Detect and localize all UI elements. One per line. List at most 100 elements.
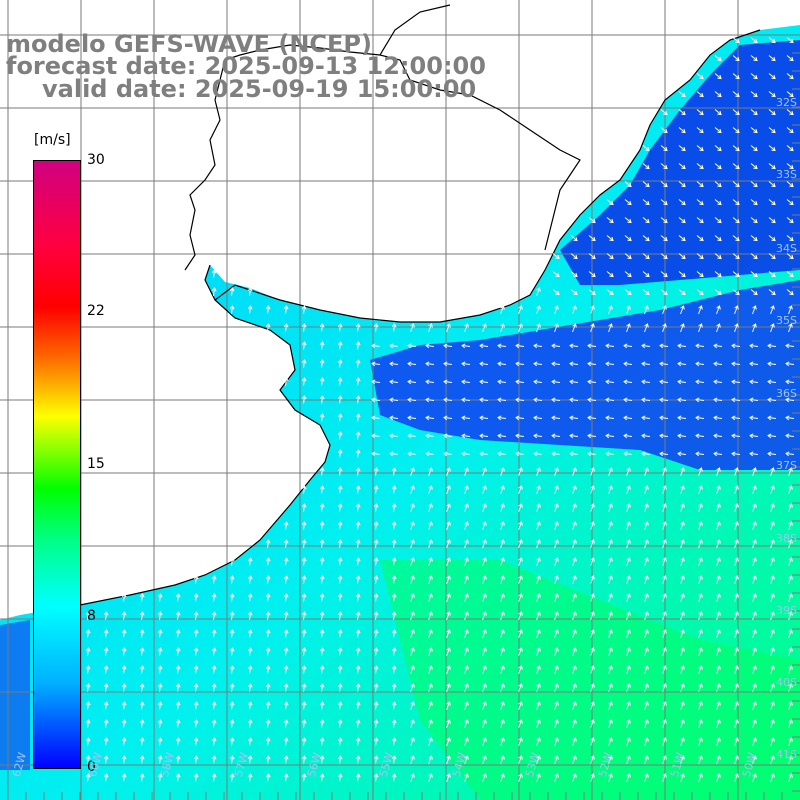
- wind-arrow: [357, 719, 359, 729]
- wind-arrow: [303, 719, 305, 729]
- wind-arrow-head: [515, 433, 520, 439]
- wind-arrow: [786, 91, 794, 97]
- wind-arrow-head: [428, 665, 433, 670]
- wind-arrow-head: [752, 485, 757, 490]
- wind-arrow: [428, 701, 432, 711]
- wind-arrow: [644, 557, 648, 567]
- wind-arrow-head: [410, 701, 415, 706]
- wind-arrow-head: [337, 773, 343, 778]
- wind-arrow: [321, 629, 323, 639]
- wind-arrow-head: [482, 647, 487, 652]
- wind-arrow-head: [157, 701, 163, 706]
- wind-arrow-head: [663, 236, 668, 242]
- wind-arrow: [608, 611, 612, 621]
- wind-arrow-head: [301, 557, 307, 562]
- wind-arrow-head: [536, 287, 541, 292]
- wind-arrow-head: [695, 361, 700, 367]
- wind-arrow-head: [533, 397, 538, 403]
- wind-arrow: [357, 323, 359, 333]
- wind-arrow: [464, 485, 468, 495]
- wind-arrow: [714, 181, 722, 187]
- wind-arrow: [698, 683, 702, 693]
- wind-arrow-head: [789, 38, 794, 44]
- wind-arrow: [696, 271, 704, 277]
- wind-arrow: [698, 611, 702, 621]
- wind-arrow-head: [623, 451, 628, 457]
- wind-arrow-head: [698, 755, 703, 760]
- wind-arrow: [446, 737, 450, 747]
- wind-arrow: [464, 737, 468, 747]
- wind-arrow-head: [157, 629, 163, 634]
- wind-arrow-head: [680, 485, 685, 490]
- wind-arrow: [105, 647, 107, 657]
- wind-arrow: [752, 305, 756, 315]
- wind-arrow: [518, 557, 522, 567]
- wind-arrow: [321, 611, 323, 621]
- wind-arrow-head: [788, 611, 793, 616]
- wind-arrow-head: [391, 557, 397, 562]
- wind-arrow-head: [573, 236, 578, 242]
- wind-arrow: [698, 557, 702, 567]
- wind-arrow: [321, 467, 323, 477]
- wind-arrow-head: [698, 467, 703, 472]
- wind-arrow: [177, 629, 179, 639]
- wind-arrow: [678, 217, 686, 223]
- wind-arrow-head: [482, 719, 487, 724]
- wind-arrow-head: [663, 128, 668, 134]
- wind-arrow: [375, 647, 377, 657]
- wind-arrow: [303, 395, 305, 405]
- wind-arrow: [788, 305, 792, 315]
- wind-arrow: [713, 453, 723, 455]
- wind-arrow: [177, 611, 179, 621]
- wind-arrow-head: [464, 755, 469, 760]
- wind-arrow: [605, 399, 615, 401]
- wind-arrow-head: [770, 593, 775, 598]
- wind-arrow: [788, 503, 792, 513]
- wind-arrow-head: [355, 521, 361, 526]
- wind-arrow-head: [518, 755, 523, 760]
- wind-arrow-head: [157, 755, 163, 760]
- wind-arrow-head: [482, 503, 487, 508]
- wind-arrow-head: [680, 719, 685, 724]
- wind-arrow-head: [663, 290, 668, 296]
- wind-arrow-head: [428, 323, 433, 328]
- wind-arrow: [608, 305, 612, 315]
- wind-arrow: [375, 323, 377, 333]
- wind-arrow-head: [734, 611, 739, 616]
- wind-arrow: [644, 575, 648, 585]
- wind-arrow: [662, 575, 666, 585]
- wind-arrow: [644, 485, 648, 495]
- wind-arrow: [788, 557, 792, 567]
- wind-arrow-head: [662, 557, 667, 562]
- wind-arrow-head: [373, 647, 379, 652]
- wind-arrow-head: [716, 737, 721, 742]
- wind-arrow: [497, 435, 507, 437]
- wind-arrow-head: [609, 254, 614, 260]
- wind-arrow-head: [788, 305, 793, 310]
- wind-arrow-head: [265, 737, 271, 742]
- wind-arrow: [788, 323, 792, 333]
- wind-arrow: [770, 593, 774, 603]
- wind-arrow: [428, 647, 432, 657]
- wind-arrow-head: [157, 683, 163, 688]
- wind-arrow-head: [662, 485, 667, 490]
- wind-arrow-head: [337, 665, 343, 670]
- wind-arrow-head: [641, 343, 646, 349]
- wind-arrow-head: [175, 647, 181, 652]
- wind-arrow-head: [464, 701, 469, 706]
- wind-arrow-head: [717, 236, 722, 242]
- wind-arrow: [267, 755, 269, 765]
- wind-arrow-head: [716, 647, 721, 652]
- wind-arrow: [734, 539, 738, 549]
- wind-arrow: [770, 737, 774, 747]
- wind-arrow: [105, 773, 107, 783]
- wind-arrow: [749, 345, 759, 347]
- wind-arrow: [497, 417, 507, 419]
- wind-arrow: [731, 453, 741, 455]
- wind-arrow-head: [301, 305, 307, 310]
- wind-arrow-head: [626, 701, 631, 706]
- wind-arrow-head: [391, 719, 397, 724]
- wind-arrow-head: [464, 737, 469, 742]
- wind-arrow: [587, 417, 597, 419]
- wind-arrow-head: [735, 128, 740, 134]
